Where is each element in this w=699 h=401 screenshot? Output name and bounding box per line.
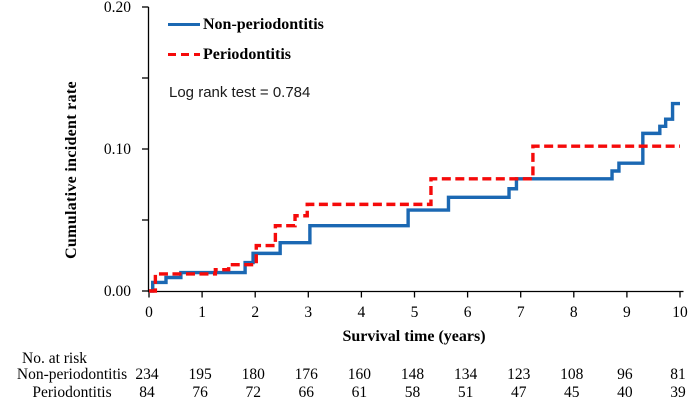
risk-value: 47 [510, 384, 527, 401]
x-axis-title: Survival time (years) [342, 328, 486, 345]
risk-value: 160 [347, 366, 372, 383]
x-tick-label: 6 [464, 304, 472, 321]
y-tick-label: 0.00 [104, 283, 131, 300]
y-tick-label: 0.10 [104, 141, 131, 158]
y-axis-title: Cumulative incident rate [63, 81, 80, 259]
x-tick-label: 9 [623, 304, 631, 321]
x-tick-label: 7 [517, 304, 525, 321]
risk-value: 148 [400, 366, 425, 383]
legend-solid-line-icon [168, 22, 200, 27]
x-tick-label: 2 [251, 304, 259, 321]
risk-value: 234 [135, 366, 159, 383]
series-curve-periodontitis [149, 144, 680, 293]
legend-label-periodontitis: Periodontitis [203, 45, 291, 63]
y-tick-label: 0.20 [104, 0, 131, 16]
log-rank-annotation: Log rank test = 0.784 [169, 84, 311, 101]
risk-value: 76 [192, 384, 208, 401]
x-tick-label: 8 [570, 304, 578, 321]
risk-value: 51 [457, 384, 474, 401]
risk-value: 195 [188, 366, 212, 383]
risk-row-non-periodontitis: Non-periodontitis 234 195 180 176 160 148 134 1… [0, 366, 699, 383]
risk-value: 72 [245, 384, 261, 401]
x-tick-label: 0 [145, 304, 153, 321]
risk-value: 61 [351, 384, 368, 401]
x-tick-label: 1 [198, 304, 206, 321]
risk-row-label: Periodontitis [32, 384, 112, 401]
risk-value: 45 [564, 384, 580, 401]
x-tick-label: 5 [411, 304, 419, 321]
risk-value: 108 [560, 366, 584, 383]
risk-table-header: No. at risk [22, 350, 88, 367]
risk-row-periodontitis: Periodontitis 84 76 72 66 61 58 51 47 45 40 39 [0, 384, 699, 401]
legend-item-periodontitis: Periodontitis [168, 46, 291, 63]
risk-value: 39 [670, 384, 686, 401]
series-curve-non-periodontitis [149, 101, 680, 293]
x-tick-label: 3 [304, 304, 312, 321]
legend-item-non-periodontitis: Non-periodontitis [168, 16, 324, 33]
risk-row-label: Non-periodontitis [16, 366, 128, 383]
risk-value: 180 [241, 366, 265, 383]
risk-value: 134 [453, 366, 478, 383]
risk-value: 84 [139, 384, 155, 401]
legend-label-non-periodontitis: Non-periodontitis [203, 15, 324, 33]
risk-value: 81 [670, 366, 686, 383]
risk-value: 96 [617, 366, 633, 383]
risk-value: 58 [404, 384, 421, 401]
risk-value: 66 [298, 384, 315, 401]
risk-value: 40 [617, 384, 633, 401]
x-tick-label: 10 [672, 304, 688, 321]
risk-value: 176 [294, 366, 318, 383]
x-tick-label: 4 [358, 304, 366, 321]
legend-dashed-line-icon [168, 52, 200, 57]
risk-value: 123 [507, 366, 531, 383]
